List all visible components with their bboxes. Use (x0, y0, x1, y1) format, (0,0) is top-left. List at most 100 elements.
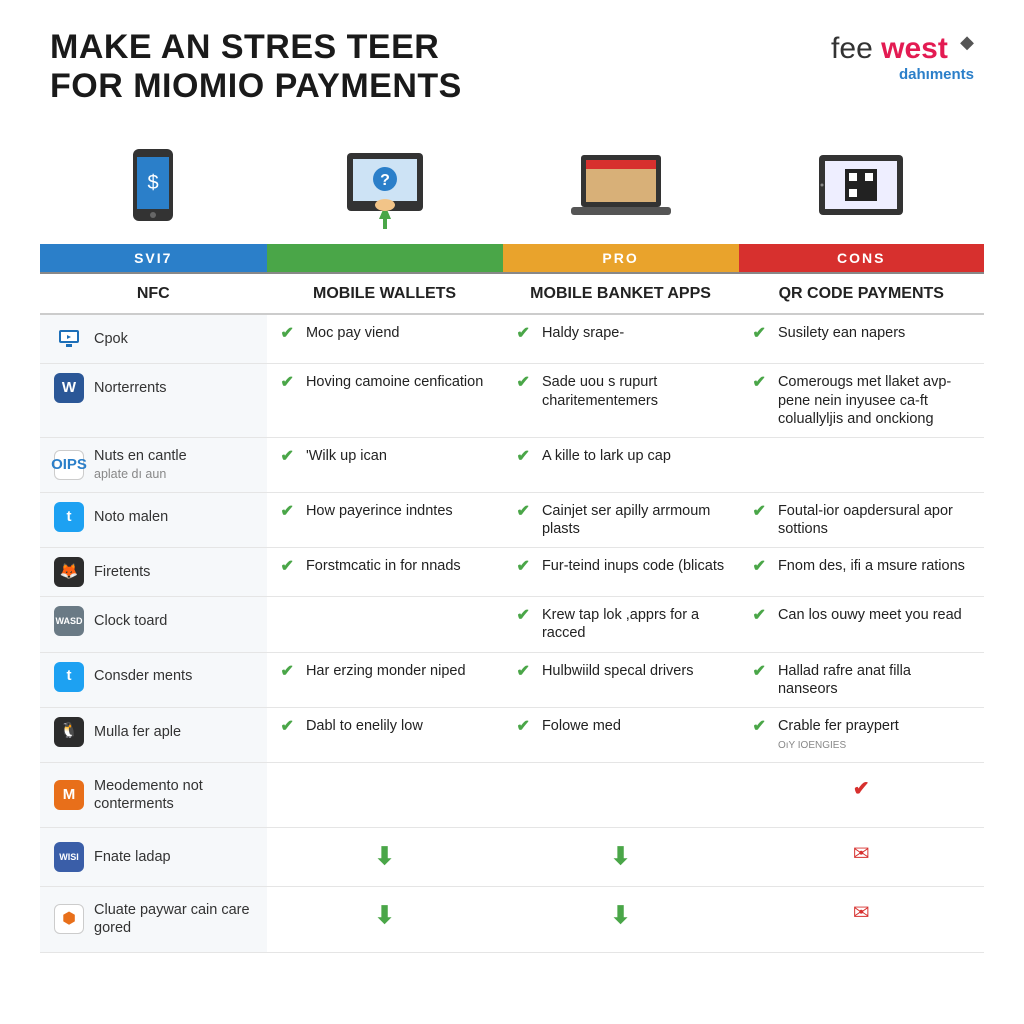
table-cell: ⬇ (503, 828, 739, 887)
row-label: Norterrents (94, 379, 167, 397)
title-line-1: MAKE AN STRES TEER (50, 28, 439, 66)
cell-text: Comerougs met llaket avp-pene nein inyus… (778, 373, 970, 427)
cell-text: Moc pay viend (306, 324, 400, 342)
check-icon: ✔ (517, 447, 530, 467)
cell-text: Hoving camoine cenfication (306, 373, 483, 391)
svg-text:$: $ (148, 172, 159, 194)
cell-text: Foutal-ior oapdersural apor sottions (778, 502, 970, 538)
table-cell: ✔ Sade uou s rupurt charitementemers (503, 364, 739, 437)
subheader-1: NFC (40, 273, 267, 314)
table-cell: ✔ Comerougs met llaket avp-pene nein inyu… (739, 364, 984, 437)
check-icon: ✔ (517, 324, 530, 344)
table-row: 🐧Mulla fer aple✔Dabl to enelily low✔Folo… (40, 707, 984, 762)
table-cell: ✔ (739, 763, 984, 828)
cell-text: Hallad rafre anat filla nanseors (778, 662, 970, 698)
wifi-icon: ◆ (960, 32, 974, 53)
table-cell: ✉ (739, 887, 984, 952)
app-icon: W (54, 373, 84, 403)
check-icon: ✔ (753, 606, 766, 626)
table-cell: ✔Hulbwiild specal drivers (503, 652, 739, 707)
comparison-table: $ ? SVI7 PRO CONS NFC MOBILE WALLETS MOB… (40, 134, 984, 952)
table-cell: ✔'Wilk up ican (267, 437, 503, 492)
table-row: MMeodemento not conterments✔ (40, 763, 984, 828)
device-phone-icon: $ (40, 134, 267, 244)
table-cell (267, 763, 503, 828)
cell-text: Sade uou s rupurt charitementemers (542, 373, 725, 409)
row-label: Fnate ladap (94, 848, 171, 866)
table-cell: ✔Krew tap lok ,apprs for a racced (503, 597, 739, 652)
arrow-down-icon: ⬇ (610, 902, 630, 929)
check-icon: ✔ (281, 557, 294, 577)
cell-text: A kille to lark up cap (542, 447, 671, 465)
mail-icon: ✉ (853, 843, 870, 865)
row-label: Firetents (94, 563, 150, 581)
row-label: Consder ments (94, 667, 192, 685)
logo-subtitle: dahıments (831, 66, 974, 83)
row-label: Cluate paywar cain care gored (94, 901, 253, 937)
app-icon: t (54, 502, 84, 532)
app-icon: OIPS (54, 450, 84, 480)
arrow-down-icon: ⬇ (374, 843, 394, 870)
table-cell: ⬇ (503, 887, 739, 952)
check-icon: ✔ (753, 557, 766, 577)
table-cell: ⬇ (267, 887, 503, 952)
subheader-row: NFC MOBILE WALLETS MOBILE BANKET APPS QR… (40, 273, 984, 314)
check-red-icon: ✔ (853, 778, 870, 800)
app-icon: WASD (54, 606, 84, 636)
app-icon: t (54, 662, 84, 692)
table-row: W Norterrents ✔ Hoving camoine cenfication ✔… (40, 364, 984, 437)
table-cell: ✔Cainjet ser apilly arrmoum plasts (503, 493, 739, 548)
svg-text:?: ? (380, 172, 390, 189)
cell-text: Fnom des, ifi a msure rations (778, 557, 965, 575)
row-label: Noto malen (94, 508, 168, 526)
page-title: MAKE AN STRES TEER FOR MIOMIO PAYMENTS (50, 28, 462, 106)
row-label: Meodemento not conterments (94, 777, 253, 813)
device-icon-row: $ ? (40, 134, 984, 244)
table-cell: ✔Folowe med (503, 707, 739, 762)
table-row: tConsder ments✔Har erzing monder niped✔H… (40, 652, 984, 707)
check-icon: ✔ (281, 502, 294, 522)
arrow-down-icon: ⬇ (610, 843, 630, 870)
row-label: Cpok (94, 330, 128, 348)
row-label: Nuts en cantleaplate dı aun (94, 447, 187, 483)
logo-word-1: fee (831, 32, 873, 65)
brand-logo: fee west ◆ dahıments (831, 28, 974, 83)
table-row: WASD Clock toard ✔Krew tap lok ,apprs for … (40, 597, 984, 652)
table-cell: ✔ Fnom des, ifi a msure rations (739, 548, 984, 597)
table-cell: ✔ A kille to lark up cap (503, 437, 739, 492)
cell-text: Har erzing monder niped (306, 662, 466, 680)
subheader-3: MOBILE BANKET APPS (503, 273, 739, 314)
color-band-row: SVI7 PRO CONS (40, 244, 984, 273)
table-cell: ✔Har erzing monder niped (267, 652, 503, 707)
table-row: WISI Fnate ladap ⬇ ⬇ ✉ (40, 828, 984, 887)
table-cell: ⬇ (267, 828, 503, 887)
app-icon: ⬢ (54, 904, 84, 934)
check-icon: ✔ (281, 447, 294, 467)
check-icon: ✔ (517, 606, 530, 626)
table-cell: ✔Dabl to enelily low (267, 707, 503, 762)
app-icon (54, 324, 84, 354)
check-icon: ✔ (517, 373, 530, 393)
table-cell: ✔Forstmcatic in for nnads (267, 548, 503, 597)
title-line-2: FOR MIOMIO PAYMENTS (50, 67, 462, 105)
table-cell: ✔ Foutal-ior oapdersural apor sottions (739, 493, 984, 548)
logo-word-2: west (881, 32, 948, 65)
check-icon: ✔ (753, 502, 766, 522)
table-cell (503, 763, 739, 828)
check-icon: ✔ (281, 717, 294, 737)
table-row: Cpok✔Moc pay viend✔Haldy srape-✔Susilety… (40, 314, 984, 364)
check-icon: ✔ (753, 373, 766, 393)
check-icon: ✔ (753, 662, 766, 682)
band-label-1: SVI7 (40, 244, 267, 273)
check-icon: ✔ (281, 373, 294, 393)
app-icon: WISI (54, 842, 84, 872)
device-tablet-touch-icon: ? (267, 134, 503, 244)
cell-text: Fur-teind inups code (blicats (542, 557, 724, 575)
band-label-4: CONS (739, 244, 984, 273)
table-cell: ✔How payerince indntes (267, 493, 503, 548)
row-label: Clock toard (94, 612, 167, 630)
cell-text: Susilety ean napers (778, 324, 905, 342)
table-cell: ✔Fur-teind inups code (blicats (503, 548, 739, 597)
table-row: t Noto malen ✔How payerince indntes✔Cainje… (40, 493, 984, 548)
subheader-2: MOBILE WALLETS (267, 273, 503, 314)
